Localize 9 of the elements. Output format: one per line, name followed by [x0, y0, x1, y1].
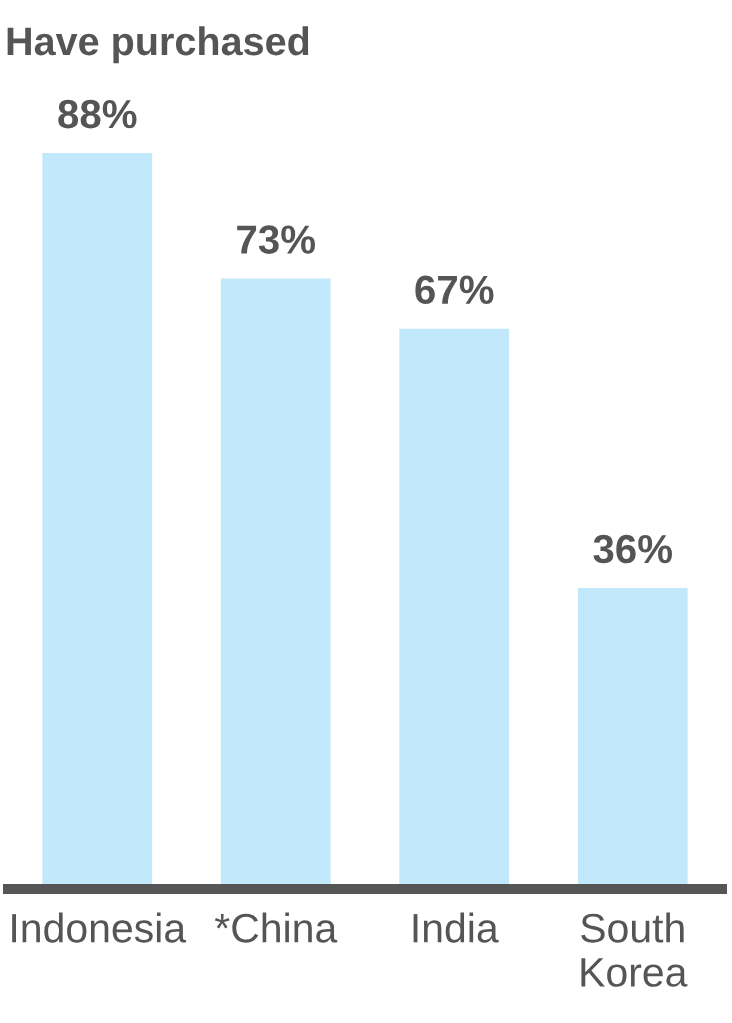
- x-tick-label: India: [413, 912, 499, 943]
- x-tick-label: Indonesia: [12, 912, 187, 943]
- x-tick-label: *China: [214, 912, 338, 943]
- chart-title: Have purchased: [7, 26, 309, 64]
- data-label: 36%: [593, 534, 672, 564]
- x-tick-label: South Korea: [581, 912, 688, 987]
- data-label: 88%: [58, 99, 137, 129]
- data-label: 67%: [415, 275, 494, 305]
- data-label: 73%: [237, 225, 315, 254]
